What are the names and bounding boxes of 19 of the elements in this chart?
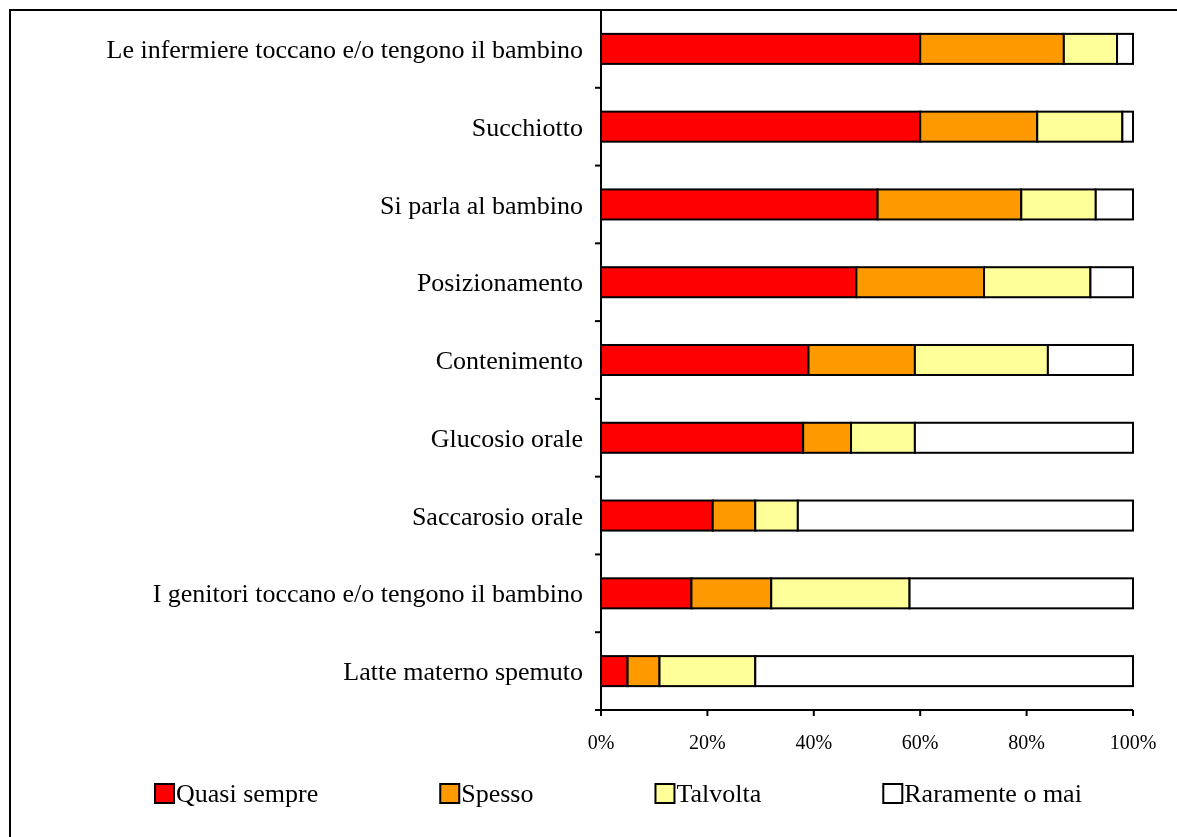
y-tick-label: Saccarosio orale	[411, 501, 583, 531]
y-tick-label: Glucosio orale	[430, 423, 583, 453]
x-tick-label: 80%	[1008, 731, 1045, 753]
y-tick-label: I genitori toccano e/o tengono il bambino	[152, 579, 583, 609]
x-tick-label: 100%	[1109, 731, 1157, 753]
x-tick-label: 60%	[901, 731, 939, 753]
x-tick-label: 40%	[795, 731, 833, 753]
y-tick-label: Contenimento	[435, 346, 583, 376]
y-tick-label: Latte materno spemuto	[343, 657, 583, 687]
y-tick-label: Le infermiere toccano e/o tengono il bambino	[106, 34, 583, 64]
legend-label: Quasi sempre	[176, 779, 319, 809]
x-tick-label: 0%	[587, 731, 615, 753]
y-tick-label: Succhiotto	[471, 112, 583, 142]
legend-label: Spesso	[461, 779, 534, 809]
legend-label: Talvolta	[676, 779, 762, 809]
x-tick-label: 20%	[689, 731, 726, 753]
y-tick-label: Si parla al bambino	[380, 190, 583, 220]
y-tick-label: Posizionamento	[416, 268, 583, 298]
legend-label: Raramente o mai	[904, 779, 1082, 809]
